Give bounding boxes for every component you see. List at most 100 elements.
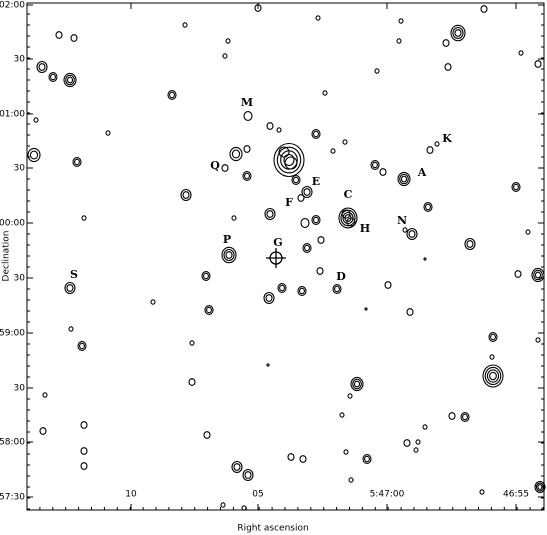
contour xyxy=(315,15,321,21)
contour xyxy=(77,341,87,351)
contour xyxy=(423,202,433,212)
contour xyxy=(322,90,328,96)
contour xyxy=(266,210,274,218)
contour xyxy=(279,284,285,292)
contour xyxy=(66,76,74,84)
contour xyxy=(188,378,196,386)
contour xyxy=(80,447,88,455)
contour xyxy=(348,477,354,483)
contour xyxy=(203,431,211,439)
contour xyxy=(399,173,409,185)
contour xyxy=(301,185,313,199)
x-tick-label: 10 xyxy=(125,490,137,500)
source-label: D xyxy=(336,270,346,283)
contour xyxy=(379,168,387,176)
contour xyxy=(534,271,542,279)
contour xyxy=(364,307,368,311)
contour xyxy=(422,424,428,430)
contour xyxy=(486,369,500,383)
contour xyxy=(442,39,450,47)
contour xyxy=(350,376,364,392)
contour xyxy=(397,171,411,187)
contour xyxy=(450,24,466,42)
contour xyxy=(304,244,310,252)
source-label: K xyxy=(442,132,452,145)
contour xyxy=(534,60,542,68)
contour xyxy=(406,308,414,316)
contour xyxy=(316,267,324,275)
contour xyxy=(302,243,312,253)
contour xyxy=(342,139,348,145)
contour xyxy=(265,294,273,302)
contour xyxy=(537,484,543,490)
contour xyxy=(343,449,349,455)
y-tick-label: -59:00 xyxy=(0,329,25,339)
contour xyxy=(27,147,41,163)
contour xyxy=(313,130,319,138)
contour xyxy=(514,270,522,278)
contour xyxy=(403,439,411,447)
y-tick-label: 30 xyxy=(14,164,26,174)
contour xyxy=(221,246,237,264)
source-label: H xyxy=(360,222,370,235)
contour xyxy=(484,366,502,386)
contour xyxy=(38,63,46,71)
contour xyxy=(535,337,541,343)
y-tick-label: -57:30 xyxy=(0,493,25,503)
contour xyxy=(80,421,88,429)
contour xyxy=(513,183,519,191)
contour xyxy=(311,129,321,139)
contour xyxy=(79,342,85,350)
contour xyxy=(50,73,56,81)
contour xyxy=(398,18,404,24)
contour xyxy=(533,269,543,281)
contour xyxy=(334,285,340,293)
contour xyxy=(244,172,250,180)
contour xyxy=(169,91,175,99)
source-label: M xyxy=(241,96,253,109)
y-tick-label: 01:00 xyxy=(0,110,25,120)
contour xyxy=(482,364,504,388)
contour xyxy=(384,281,392,289)
source-label: P xyxy=(223,233,231,246)
contour xyxy=(222,53,228,59)
contour xyxy=(339,412,345,418)
contour xyxy=(180,188,192,202)
contour xyxy=(64,281,76,295)
y-tick-label: 30 xyxy=(14,384,26,394)
contour xyxy=(531,267,545,283)
contour xyxy=(229,146,243,162)
contour xyxy=(534,480,546,494)
contour xyxy=(408,230,416,238)
contour xyxy=(291,175,301,185)
contour xyxy=(347,393,353,399)
contour xyxy=(488,332,498,342)
contour xyxy=(444,63,452,71)
contour xyxy=(277,283,287,293)
contour xyxy=(273,142,305,178)
contour xyxy=(189,340,195,346)
contour xyxy=(167,90,177,100)
contour xyxy=(276,146,302,174)
contour xyxy=(396,38,402,44)
source-label: N xyxy=(397,214,407,227)
y-axis-title: Declination xyxy=(2,231,12,282)
contour xyxy=(370,160,380,170)
contour xyxy=(489,371,497,381)
source-label: A xyxy=(417,166,427,179)
contour xyxy=(283,153,295,167)
x-tick-label: 05 xyxy=(252,490,263,500)
contour xyxy=(266,363,270,367)
contour xyxy=(303,188,311,196)
contour xyxy=(406,227,418,241)
contour xyxy=(299,455,307,463)
axis-ticks xyxy=(26,2,544,510)
contour xyxy=(460,412,470,422)
contour xyxy=(426,146,434,154)
contour xyxy=(466,240,474,248)
contour xyxy=(68,326,74,332)
contour xyxy=(525,229,531,235)
contour xyxy=(278,146,290,158)
y-tick-label: 30 xyxy=(14,55,26,65)
